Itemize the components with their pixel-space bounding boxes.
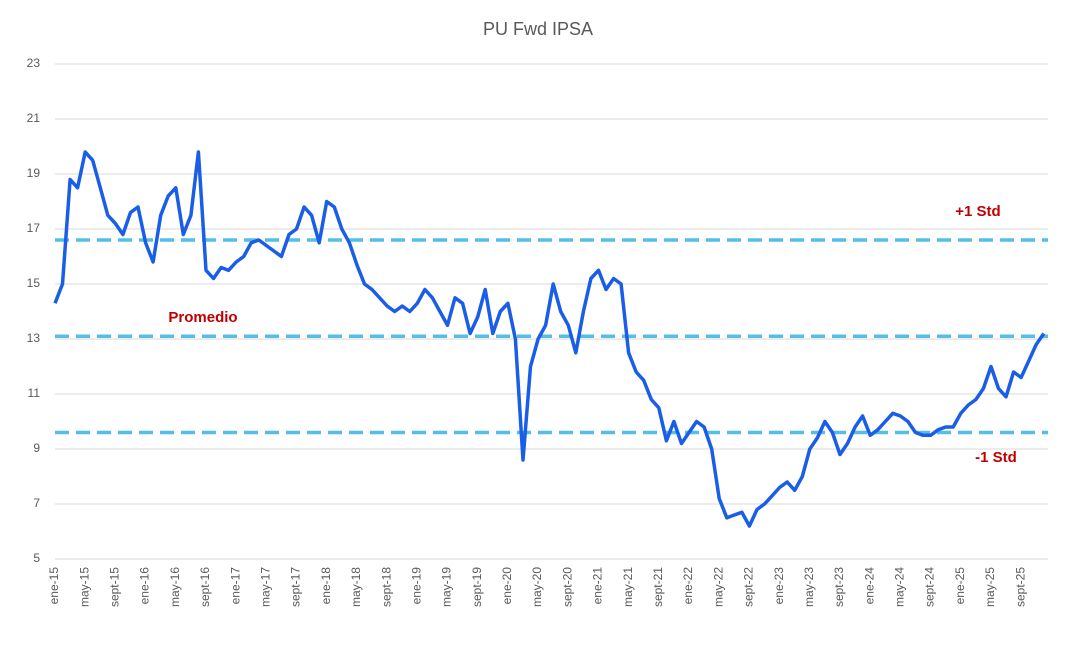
x-tick-label: may-22	[711, 567, 725, 607]
data-line	[53, 150, 1046, 528]
x-tick-label: ene-16	[138, 567, 152, 605]
x-tick-label: sept-20	[560, 567, 574, 607]
x-tick-label: may-19	[440, 567, 454, 607]
x-tick-label: ene-23	[772, 567, 786, 605]
x-tick-label: may-24	[893, 567, 907, 607]
x-tick-label: may-20	[530, 567, 544, 607]
x-tick-label: sept-15	[108, 567, 122, 607]
reference-label: +1 Std	[955, 203, 1000, 220]
x-tick-label: sept-21	[651, 567, 665, 607]
x-tick-label: ene-20	[500, 567, 514, 605]
x-tick-label: may-18	[349, 567, 363, 607]
x-tick-label: may-23	[802, 567, 816, 607]
y-tick-label: 13	[27, 331, 41, 345]
y-tick-label: 17	[27, 221, 41, 235]
y-tick-label: 7	[33, 496, 40, 510]
x-tick-label: sept-22	[742, 567, 756, 607]
x-tick-label: ene-19	[409, 567, 423, 605]
y-tick-label: 19	[27, 166, 41, 180]
x-tick-label: may-15	[77, 567, 91, 607]
x-tick-label: ene-17	[228, 567, 242, 605]
chart-title: PU Fwd IPSA	[483, 19, 593, 39]
x-tick-label: ene-15	[47, 567, 61, 605]
x-tick-label: ene-24	[862, 567, 876, 605]
x-tick-label: ene-21	[591, 567, 605, 605]
x-tick-label: sept-18	[379, 567, 393, 607]
y-tick-label: 11	[28, 386, 41, 400]
x-tick-label: may-16	[168, 567, 182, 607]
y-tick-label: 15	[27, 276, 41, 290]
y-tick-label: 5	[33, 551, 40, 565]
x-tick-label: ene-18	[319, 567, 333, 605]
x-tick-label: sept-16	[198, 567, 212, 607]
x-tick-label: ene-25	[953, 567, 967, 605]
x-tick-label: ene-22	[681, 567, 695, 605]
x-tick-label: may-21	[621, 567, 635, 607]
x-tick-label: may-17	[259, 567, 273, 607]
x-tick-label: may-25	[983, 567, 997, 607]
x-tick-label: sept-25	[1013, 567, 1027, 607]
reference-label: Promedio	[168, 309, 237, 326]
y-tick-label: 23	[27, 56, 41, 70]
x-tick-label: sept-17	[289, 567, 303, 607]
reference-label: -1 Std	[975, 449, 1017, 466]
y-tick-label: 21	[27, 111, 41, 125]
x-tick-label: sept-19	[470, 567, 484, 607]
x-tick-label: sept-24	[923, 567, 937, 607]
y-tick-label: 9	[33, 441, 40, 455]
x-tick-label: sept-23	[832, 567, 846, 607]
